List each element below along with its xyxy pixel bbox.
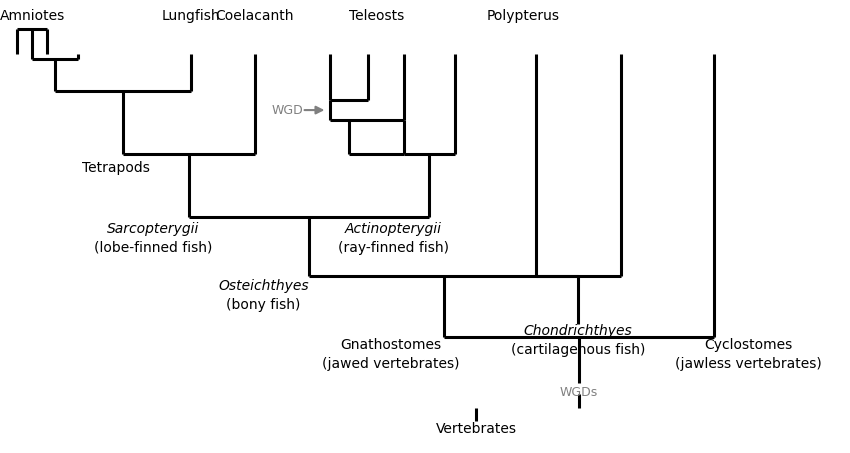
Text: WGDs: WGDs [559,386,598,399]
Text: Chondrichthyes: Chondrichthyes [524,324,632,338]
Text: WGD: WGD [272,104,303,116]
Text: Lungfish: Lungfish [162,9,220,23]
Text: (jawed vertebrates): (jawed vertebrates) [322,357,460,371]
Text: Tetrapods: Tetrapods [82,161,150,174]
Text: Osteichthyes: Osteichthyes [218,279,309,293]
Text: Cyclostomes: Cyclostomes [704,338,792,352]
Text: Amniotes: Amniotes [0,9,65,23]
Text: Actinopterygii: Actinopterygii [345,222,442,236]
Text: Coelacanth: Coelacanth [216,9,294,23]
Text: Teleosts: Teleosts [348,9,405,23]
Text: Sarcopterygii: Sarcopterygii [107,222,199,236]
Text: Gnathostomes: Gnathostomes [341,338,441,352]
Text: (ray-finned fish): (ray-finned fish) [338,241,449,255]
Text: (bony fish): (bony fish) [226,298,301,312]
Text: Vertebrates: Vertebrates [435,422,517,436]
Text: (lobe-finned fish): (lobe-finned fish) [94,241,212,255]
Text: (jawless vertebrates): (jawless vertebrates) [675,357,821,371]
Text: (cartilagenous fish): (cartilagenous fish) [511,343,645,357]
Text: Polypterus: Polypterus [486,9,559,23]
